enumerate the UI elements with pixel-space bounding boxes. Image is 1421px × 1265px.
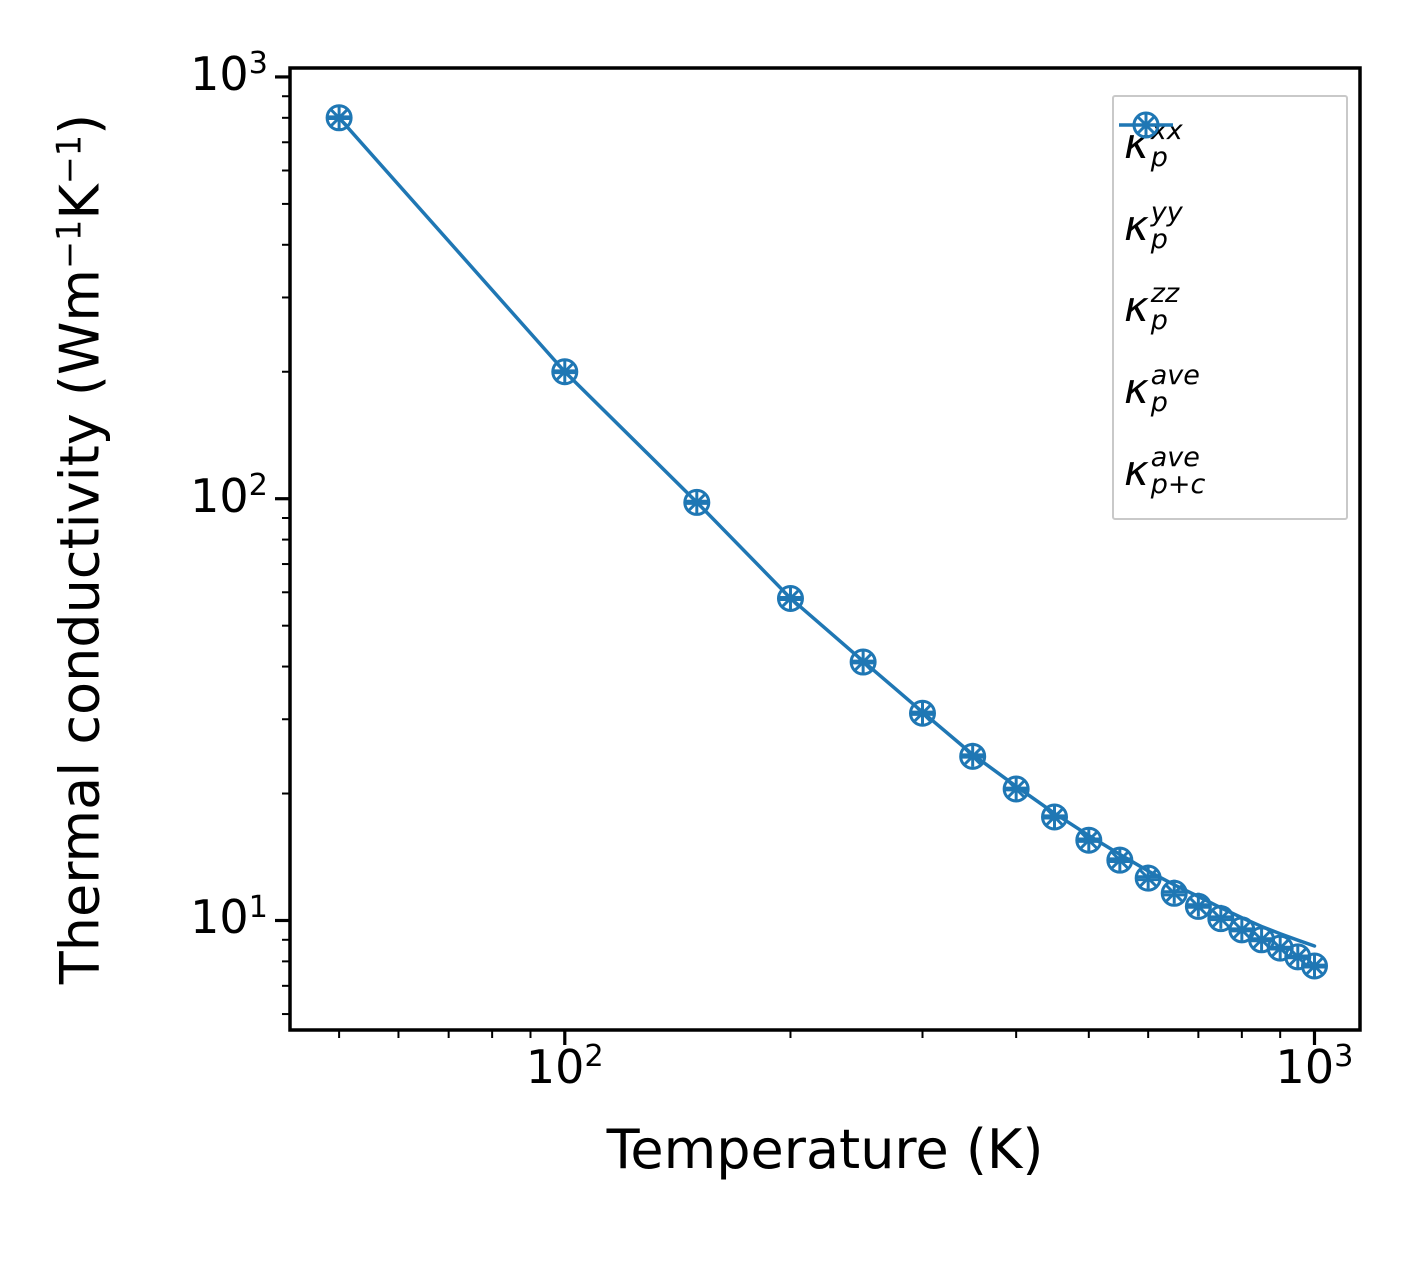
legend-item-p-zz: κ zz p: [1124, 123, 1346, 346]
y-tick-label: 103: [190, 46, 268, 101]
x-axis-label: Temperature (K): [606, 1118, 1044, 1181]
series-kappa-p-zz: [327, 116, 1327, 969]
legend-item-p-yy: κ yy p: [1124, 115, 1346, 265]
legend-item-pplusc-ave: κ ave p+c: [1119, 123, 1346, 510]
x-tick-label: 102: [525, 1039, 604, 1094]
legend-item-p-ave: κ ave p: [1124, 111, 1346, 428]
legend-label: κ ave p+c: [1124, 442, 1206, 501]
series-kappa-p-plus-c-ave: [337, 116, 1317, 948]
plot-frame: [288, 66, 1362, 1032]
legend: κ xx p κ yy p κ zz p κ ave p κ ave p+c: [1112, 95, 1348, 520]
line-marker-icon: [1119, 123, 1173, 127]
legend-label: κ yy p: [1124, 196, 1183, 255]
y-tick-label: 101: [190, 889, 268, 945]
y-tick-label: 102: [190, 468, 268, 523]
x-tick-label: 103: [1275, 1039, 1354, 1094]
axis-ticks: [275, 75, 1317, 1045]
legend-label: κ ave p: [1124, 360, 1200, 419]
y-axis-label: Thermal conductivity (Wm−1K−1): [48, 113, 112, 985]
legend-label: κ zz p: [1124, 278, 1180, 337]
series-kappa-p-ave: [325, 104, 1328, 980]
